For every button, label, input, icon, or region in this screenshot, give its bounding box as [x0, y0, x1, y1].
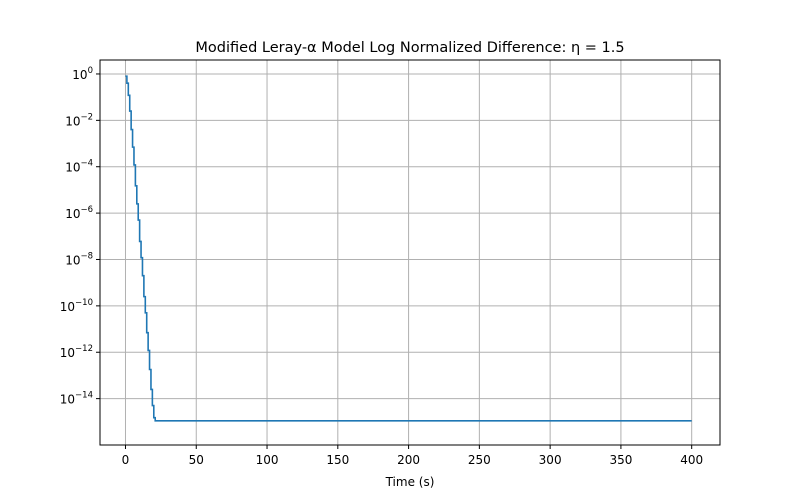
y-tick-exponent: 0 — [88, 66, 93, 76]
x-tick-label: 100 — [256, 453, 279, 467]
x-tick-label: 150 — [326, 453, 349, 467]
y-tick-label: 10−8 — [65, 251, 93, 267]
y-tick-exponent: −6 — [80, 205, 93, 215]
x-tick-label: 200 — [397, 453, 420, 467]
y-tick-exponent: −14 — [75, 391, 93, 401]
y-tick-label: 10−14 — [60, 391, 93, 407]
chart-title: Modified Leray-α Model Log Normalized Di… — [195, 40, 624, 56]
y-tick-exponent: −2 — [80, 112, 93, 122]
y-tick-label: 10−12 — [60, 344, 93, 360]
x-tick-label: 400 — [680, 453, 703, 467]
y-tick-base: 10 — [60, 393, 75, 407]
y-tick-exponent: −10 — [75, 298, 93, 308]
axes-frame — [99, 59, 721, 446]
x-tick-label: 300 — [539, 453, 562, 467]
y-tick-base: 10 — [60, 346, 75, 360]
series-line — [125, 75, 692, 422]
x-tick-label: 250 — [468, 453, 491, 467]
y-tick-label: 10−6 — [65, 205, 93, 221]
plot-area — [100, 60, 720, 445]
y-tick-base: 10 — [72, 68, 87, 82]
x-tick-label: 0 — [122, 453, 130, 467]
y-tick-label: 10−10 — [60, 298, 93, 314]
y-tick-base: 10 — [65, 207, 80, 221]
y-tick-label: 100 — [72, 66, 93, 82]
y-tick-base: 10 — [65, 114, 80, 128]
series-layer — [125, 75, 692, 422]
x-axis-label: Time (s) — [385, 475, 435, 489]
y-tick-exponent: −12 — [75, 344, 93, 354]
grid — [100, 60, 720, 445]
x-axis: 0 50 100 150 200 250 300 350 400 — [122, 445, 703, 467]
y-tick-base: 10 — [65, 253, 80, 267]
y-tick-label: 10−4 — [65, 159, 93, 175]
y-tick-base: 10 — [65, 161, 80, 175]
y-tick-exponent: −8 — [80, 251, 93, 261]
x-tick-label: 50 — [189, 453, 204, 467]
y-tick-base: 10 — [60, 300, 75, 314]
y-tick-label: 10−2 — [65, 112, 93, 128]
x-tick-label: 350 — [609, 453, 632, 467]
y-tick-exponent: −4 — [80, 159, 93, 169]
